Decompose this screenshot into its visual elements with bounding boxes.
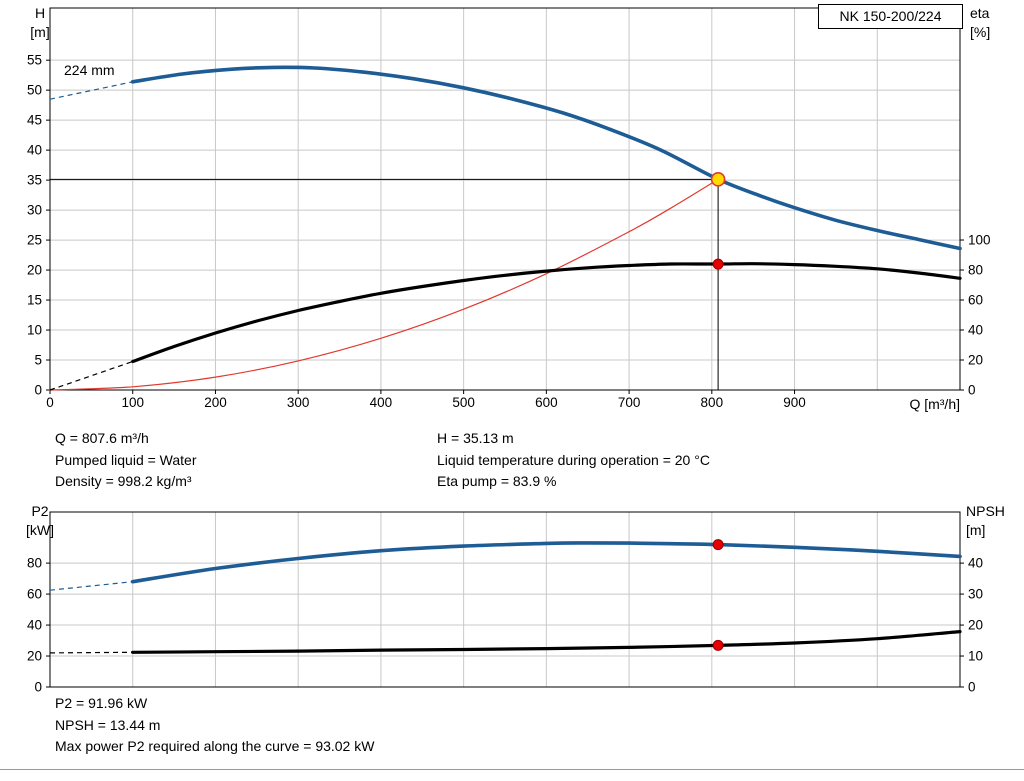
x-tick-label: 500 [452,395,475,410]
y-right-tick-label: 0 [968,383,976,398]
eta-axis-symbol: eta [970,5,990,21]
y-right-tick-label: 100 [968,233,991,248]
max-p2-text: Max power P2 required along the curve = … [55,738,375,754]
efficiency-curve-dashed-lead [49,360,133,391]
p2-curve-dashed-lead [49,581,133,591]
density-text: Density = 998.2 kg/m³ [55,473,192,489]
x-tick-label: 900 [783,395,806,410]
x-tick-label: 200 [204,395,227,410]
y-right-tick-label: 20 [968,618,983,633]
x-tick-label: 100 [121,395,144,410]
footer-divider [0,769,1024,770]
y-left-tick-label: 20 [27,649,42,664]
x-tick-label: 300 [287,395,310,410]
y-left-tick-label: 55 [27,53,42,68]
p2-curve [130,541,962,584]
npsh-value-text: NPSH = 13.44 m [55,716,161,733]
p2-value-text: P2 = 91.96 kW [55,695,148,711]
y-left-tick-label: 5 [34,353,42,368]
duty-info-right: H = 35.13 m Liquid temperature during op… [437,428,710,493]
p2-duty-point [712,539,724,551]
power-info: P2 = 91.96 kW NPSH = 13.44 m Max power P… [55,693,374,758]
y-left-tick-label: 50 [27,83,42,98]
y-left-tick-label: 60 [27,587,42,602]
y-right-tick-label: 10 [968,649,983,664]
eta-axis-unit: [%] [970,24,991,40]
eta-axis-title: eta [%] [970,4,1022,42]
y-right-tick-label: 60 [968,293,983,308]
h-axis-unit: [m] [30,24,50,40]
duty-q-text: Q = 807.6 m³/h [55,430,149,446]
eta-duty-point [712,258,724,270]
y-right-tick-label: 80 [968,263,983,278]
y-left-tick-label: 0 [34,383,42,398]
y-left-tick-label: 40 [27,618,42,633]
h-axis-symbol: H [34,5,46,21]
npsh-curve-dashed-lead [49,651,133,654]
npsh-curve [131,630,962,654]
x-tick-label: 600 [535,395,558,410]
y-right-tick-label: 20 [968,353,983,368]
y-left-tick-label: 0 [34,680,42,695]
plot-frame [49,511,961,688]
eta-pump-text: Eta pump = 83.9 % [437,473,557,489]
pumped-liquid-text: Pumped liquid = Water [55,451,197,468]
duty-info-left: Q = 807.6 m³/h Pumped liquid = Water Den… [55,428,197,493]
q-axis-title: Q [m³/h] [909,396,960,412]
h-axis-title: H [m] [20,4,60,42]
pump-type-box: NK 150-200/224 [818,4,963,29]
head-curve [130,65,962,251]
y-left-tick-label: 45 [27,113,42,128]
temperature-text: Liquid temperature during operation = 20… [437,451,710,468]
y-left-tick-label: 30 [27,203,42,218]
p2-npsh-chart: 0 20 40 60 80 0 10 20 30 40 [27,511,983,695]
hq-eta-chart: 0 100 200 300 400 500 600 700 800 900051015202530… [27,7,991,410]
x-tick-label: 800 [701,395,724,410]
pump-type-label: NK 150-200/224 [839,8,942,24]
npsh-axis-symbol: NPSH [966,503,1005,519]
plot-frame [49,7,961,391]
y-left-tick-label: 20 [27,263,42,278]
x-tick-label: 0 [46,395,54,410]
x-tick-label: 700 [618,395,641,410]
y-left-tick-label: 40 [27,143,42,158]
p2-axis-symbol: P2 [31,503,49,519]
system-curve [49,178,719,391]
y-right-tick-label: 40 [968,323,983,338]
efficiency-curve [131,262,962,364]
p2-axis-unit: [kW] [26,522,54,538]
y-left-tick-label: 15 [27,293,42,308]
p2-axis-title: P2 [kW] [20,502,60,540]
duty-h-text: H = 35.13 m [437,430,514,446]
x-tick-label: 400 [370,395,393,410]
npsh-duty-point [712,639,724,651]
y-left-tick-label: 35 [27,173,42,188]
y-right-tick-label: 30 [968,587,983,602]
duty-point [710,172,726,187]
y-right-tick-label: 40 [968,556,983,571]
y-left-tick-label: 80 [27,556,42,571]
y-left-tick-label: 10 [27,323,42,338]
y-left-tick-label: 25 [27,233,42,248]
impeller-size-label: 224 mm [64,62,115,78]
npsh-axis-unit: [m] [966,522,986,538]
y-right-tick-label: 0 [968,680,976,695]
npsh-axis-title: NPSH [m] [966,502,1018,540]
